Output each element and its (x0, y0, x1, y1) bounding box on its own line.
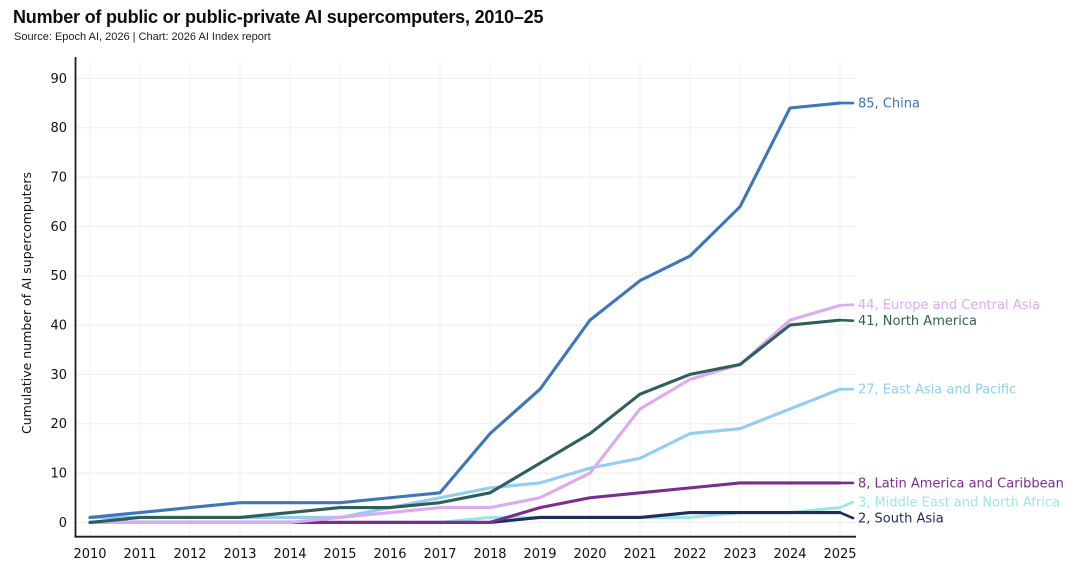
series-label-north-america: 41, North America (858, 314, 977, 329)
x-tick-2020: 2020 (573, 547, 606, 562)
y-tick-10: 10 (50, 467, 67, 482)
y-axis-title: Cumulative number of AI supercomputers (19, 172, 34, 434)
x-tick-2021: 2021 (623, 547, 656, 562)
y-tick-30: 30 (50, 368, 67, 383)
series-label-latin-america-and-caribbean: 8, Latin America and Caribbean (858, 476, 1064, 491)
series-label-middle-east-and-north-africa: 3, Middle East and North Africa (858, 496, 1060, 511)
series-line-europe-and-central-asia (88, 303, 842, 524)
series-label-stub-north-america (838, 318, 855, 323)
x-tick-2023: 2023 (723, 547, 756, 562)
x-tick-2022: 2022 (673, 547, 706, 562)
y-tick-40: 40 (50, 319, 67, 334)
x-tick-2019: 2019 (523, 547, 556, 562)
x-tick-2010: 2010 (73, 547, 106, 562)
y-tick-60: 60 (50, 220, 67, 235)
x-tick-2015: 2015 (323, 547, 356, 562)
y-tick-20: 20 (50, 417, 67, 432)
y-tick-70: 70 (50, 171, 67, 186)
x-tick-2012: 2012 (173, 547, 206, 562)
series-label-china: 85, China (858, 97, 920, 112)
chart-title: Number of public or public-private AI su… (13, 7, 544, 27)
x-tick-2013: 2013 (223, 547, 256, 562)
x-tick-2016: 2016 (373, 547, 406, 562)
x-tick-2014: 2014 (273, 547, 306, 562)
series-line-china (88, 101, 842, 520)
y-tick-80: 80 (50, 121, 67, 136)
series-line-middle-east-and-north-africa (88, 506, 842, 524)
y-tick-90: 90 (50, 72, 67, 87)
series-label-europe-and-central-asia: 44, Europe and Central Asia (858, 298, 1040, 313)
x-tick-2024: 2024 (773, 547, 806, 562)
series-label-stub-south-asia (838, 511, 855, 520)
series-label-stub-europe-and-central-asia (838, 303, 855, 307)
x-tick-2025: 2025 (823, 547, 856, 562)
series-label-east-asia-and-pacific: 27, East Asia and Pacific (858, 383, 1016, 398)
series-line-north-america (88, 318, 842, 524)
series-label-south-asia: 2, South Asia (858, 512, 944, 527)
series-label-stub-middle-east-and-north-africa (838, 500, 855, 509)
y-tick-50: 50 (50, 269, 67, 284)
x-tick-2018: 2018 (473, 547, 506, 562)
x-tick-2011: 2011 (123, 547, 156, 562)
x-tick-2017: 2017 (423, 547, 456, 562)
chart-source-caption: Source: Epoch AI, 2026 | Chart: 2026 AI … (14, 31, 271, 43)
y-tick-0: 0 (59, 516, 67, 531)
